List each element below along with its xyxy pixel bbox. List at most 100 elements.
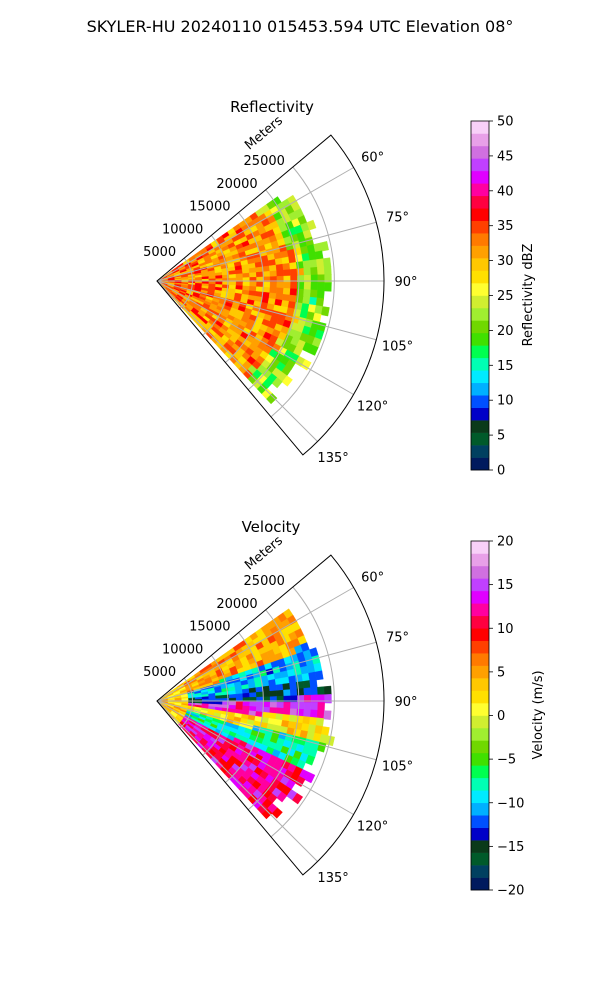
reflectivity-colorbar: 0 5 10 15 20 25 30 35 40 45 50 Reflectivity dBZ bbox=[470, 115, 536, 479]
reflectivity-cell bbox=[324, 274, 332, 284]
reflectivity-cell bbox=[266, 393, 278, 405]
velocity-cell bbox=[289, 682, 298, 691]
reflectivity-colorbar-bin bbox=[471, 307, 489, 321]
velocity-theta-tick-label: 135° bbox=[317, 871, 348, 886]
velocity-colorbar-tick-label: −15 bbox=[497, 840, 524, 855]
reflectivity-cell bbox=[249, 272, 257, 278]
velocity-azimuth-line bbox=[156, 641, 377, 702]
reflectivity-theta-tick-label: 75° bbox=[386, 211, 409, 226]
velocity-range-ring bbox=[270, 586, 335, 838]
reflectivity-frame bbox=[156, 134, 385, 456]
reflectivity-colorbar-bin bbox=[471, 233, 489, 246]
reflectivity-azimuth-line bbox=[156, 280, 318, 442]
velocity-radial-tick-label: 10000 bbox=[162, 642, 203, 657]
velocity-cell bbox=[292, 792, 304, 805]
velocity-cell bbox=[317, 694, 325, 704]
velocity-range-ring bbox=[225, 632, 264, 783]
velocity-cell bbox=[303, 694, 312, 703]
reflectivity-cell bbox=[276, 269, 285, 277]
reflectivity-cell bbox=[317, 274, 325, 284]
velocity-colorbar-bin bbox=[471, 590, 489, 604]
reflectivity-colorbar-bin bbox=[471, 432, 489, 446]
reflectivity-theta-tick-label: 120° bbox=[357, 400, 388, 415]
reflectivity-colorbar-tick-label: 45 bbox=[497, 149, 514, 164]
reflectivity-colorbar-bin bbox=[471, 457, 489, 471]
reflectivity-colorbar-ticks: 0 5 10 15 20 25 30 35 40 45 50 bbox=[489, 115, 514, 479]
velocity-cell bbox=[310, 686, 319, 696]
reflectivity-cell bbox=[283, 269, 291, 277]
velocity-cell bbox=[275, 683, 284, 692]
velocity-cell bbox=[276, 701, 285, 709]
reflectivity-colorbar-tick-label: 40 bbox=[497, 184, 514, 199]
velocity-colorbar-bin bbox=[471, 840, 489, 853]
velocity-cell bbox=[316, 709, 325, 720]
velocity-colorbar-tick-label: −20 bbox=[497, 884, 524, 899]
velocity-theta-tick-label: 120° bbox=[357, 820, 388, 835]
reflectivity-cell bbox=[309, 259, 318, 269]
reflectivity-colorbar-bin bbox=[471, 283, 489, 296]
velocity-radial-tick-label: 20000 bbox=[216, 597, 257, 612]
velocity-range-ring bbox=[247, 609, 300, 811]
velocity-colorbar-tick-label: 0 bbox=[497, 709, 505, 724]
velocity-cell bbox=[303, 709, 312, 718]
velocity-colorbar-bin bbox=[471, 877, 489, 891]
velocity-cell bbox=[303, 702, 312, 711]
reflectivity-cell bbox=[322, 257, 332, 268]
reflectivity-cell bbox=[269, 270, 278, 278]
velocity-cell bbox=[323, 710, 332, 720]
velocity-theta-tick-label: 75° bbox=[386, 631, 409, 646]
reflectivity-theta-tick-label: 105° bbox=[382, 339, 413, 354]
velocity-colorbar-bin bbox=[471, 852, 489, 866]
reflectivity-colorbar-tick-label: 30 bbox=[497, 254, 514, 269]
velocity-azimuth-line bbox=[156, 700, 318, 862]
reflectivity-colorbar-tick-label: 5 bbox=[497, 429, 505, 444]
velocity-cell bbox=[283, 702, 291, 710]
velocity-cell bbox=[317, 702, 325, 712]
reflectivity-colorbar-bin bbox=[471, 382, 489, 396]
reflectivity-cell bbox=[290, 281, 298, 290]
reflectivity-cell bbox=[283, 275, 291, 283]
velocity-cell bbox=[305, 754, 316, 766]
reflectivity-colorbar-tick-label: 0 bbox=[497, 464, 505, 479]
velocity-cell bbox=[317, 686, 325, 696]
reflectivity-colorbar-label: Reflectivity dBZ bbox=[521, 244, 536, 347]
velocity-cell bbox=[255, 691, 264, 698]
reflectivity-cell bbox=[256, 281, 264, 288]
velocity-cell bbox=[256, 701, 264, 708]
velocity-radial-tick-label: 5000 bbox=[143, 665, 176, 680]
reflectivity-azimuth-line bbox=[156, 167, 354, 282]
reflectivity-cell bbox=[255, 271, 264, 278]
reflectivity-cell bbox=[323, 265, 332, 276]
reflectivity-cell bbox=[310, 274, 319, 284]
reflectivity-colorbar-bin bbox=[471, 320, 489, 334]
reflectivity-colorbar-bin bbox=[471, 345, 489, 359]
reflectivity-colorbar-tick-label: 35 bbox=[497, 219, 514, 234]
reflectivity-cell bbox=[303, 282, 312, 291]
velocity-azimuth-line bbox=[156, 700, 377, 761]
velocity-azimuth-line bbox=[156, 700, 354, 815]
reflectivity-azimuth-line bbox=[156, 280, 354, 395]
velocity-cell bbox=[276, 689, 285, 697]
reflectivity-cell bbox=[324, 282, 332, 292]
reflectivity-cell bbox=[282, 262, 291, 271]
reflectivity-colorbar-tick-label: 20 bbox=[497, 324, 514, 339]
reflectivity-radial-tick-label: 15000 bbox=[189, 200, 230, 215]
velocity-cell bbox=[314, 670, 324, 681]
velocity-cell bbox=[262, 691, 271, 698]
reflectivity-colorbar-bin bbox=[471, 183, 489, 197]
reflectivity-colorbar-tick-label: 15 bbox=[497, 359, 514, 374]
velocity-title: Velocity bbox=[242, 518, 301, 536]
velocity-frame bbox=[156, 554, 385, 876]
reflectivity-theta-tick-label: 135° bbox=[317, 451, 348, 466]
reflectivity-colorbar-bin bbox=[471, 357, 489, 371]
reflectivity-cell bbox=[276, 275, 285, 283]
reflectivity-colorbar-tick-label: 50 bbox=[497, 115, 514, 130]
velocity-cell bbox=[289, 688, 298, 697]
velocity-cell bbox=[325, 735, 335, 747]
velocity-cell bbox=[309, 709, 318, 719]
velocity-colorbar-bin bbox=[471, 727, 489, 741]
reflectivity-range-ring bbox=[202, 235, 229, 336]
velocity-colorbar-bin bbox=[471, 565, 489, 579]
reflectivity-cell bbox=[300, 359, 312, 371]
velocity-cell bbox=[235, 693, 244, 699]
